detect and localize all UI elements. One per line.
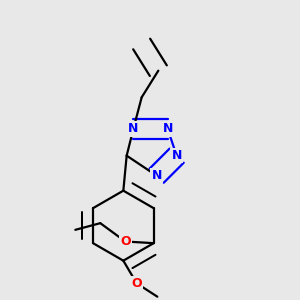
Text: N: N: [152, 169, 162, 182]
Text: N: N: [128, 122, 139, 136]
Text: O: O: [131, 277, 142, 290]
Text: O: O: [120, 235, 130, 248]
Text: N: N: [163, 122, 173, 136]
Text: N: N: [172, 149, 182, 162]
